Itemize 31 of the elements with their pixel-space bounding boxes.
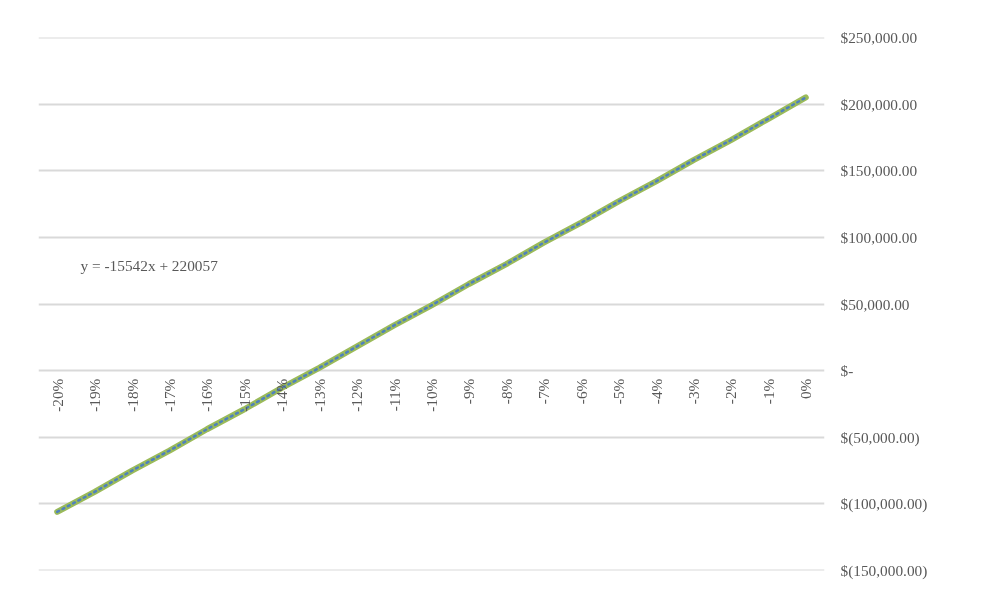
x-tick-label: -18%: [123, 378, 141, 412]
x-tick-label: -17%: [161, 378, 178, 412]
x-tick-label: -19%: [86, 378, 104, 412]
x-tick-label: -6%: [572, 378, 590, 405]
x-tick-label: -13%: [310, 378, 328, 412]
y-tick-label: $(50,000.00): [840, 428, 920, 447]
x-tick-label: -1%: [759, 378, 777, 405]
y-tick-label: $200,000.00: [840, 95, 918, 113]
y-tick-label: $(150,000.00): [840, 562, 928, 580]
y-tick-label: $250,000.00: [840, 29, 918, 46]
y-tick-label: $-: [840, 362, 854, 380]
x-tick-label: -20%: [48, 378, 66, 412]
x-tick-label: -12%: [348, 378, 366, 412]
x-tick-label: -7%: [535, 378, 553, 405]
x-tick-label: -2%: [722, 378, 740, 405]
x-tick-label: -15%: [235, 378, 253, 412]
x-tick-label: -5%: [610, 378, 628, 405]
x-tick-label: -16%: [198, 378, 216, 412]
x-tick-label: -9%: [460, 378, 478, 405]
y-tick-label: $100,000.00: [840, 228, 918, 246]
y-tick-label: $(100,000.00): [840, 495, 928, 514]
x-tick-label: -14%: [273, 378, 291, 412]
x-tick-label: -10%: [423, 378, 440, 412]
x-tick-label: -11%: [385, 378, 403, 412]
x-tick-label: 0%: [797, 378, 815, 400]
x-tick-label: -3%: [685, 378, 702, 405]
y-tick-label: $50,000.00: [840, 295, 910, 313]
x-tick-label: -8%: [497, 378, 515, 405]
annotation: y = -15542x + 220057: [80, 256, 219, 274]
x-tick-label: -4%: [647, 378, 665, 405]
y-tick-label: $150,000.00: [840, 162, 918, 180]
